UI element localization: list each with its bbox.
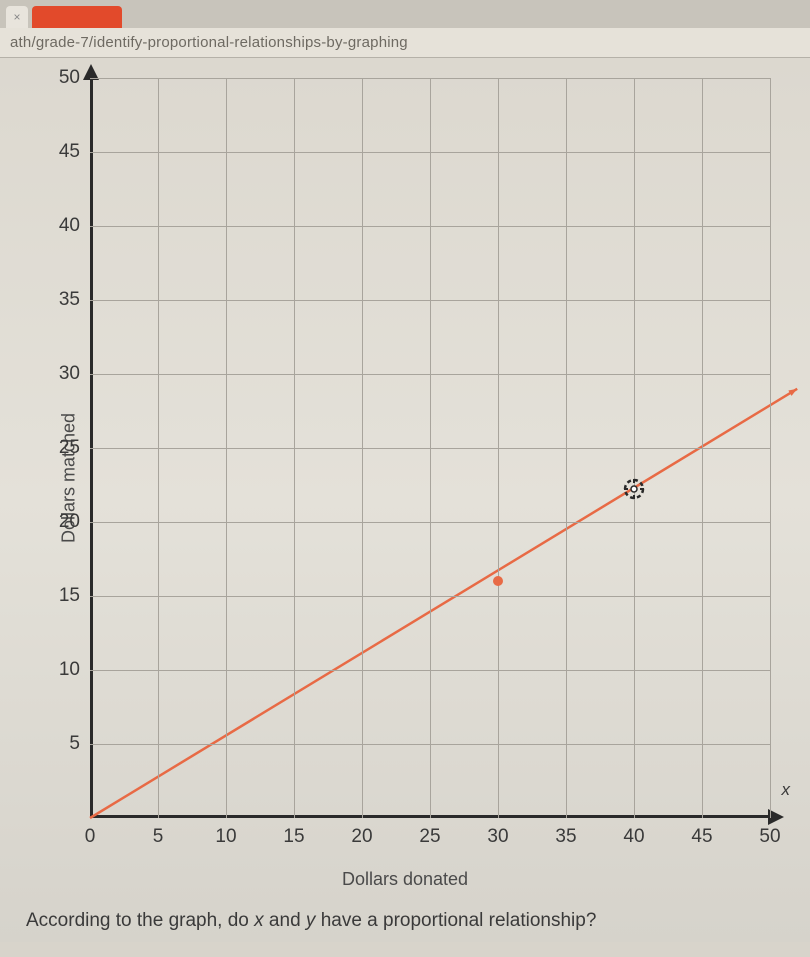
browser-tab-bar: × bbox=[0, 0, 810, 28]
plot-area: x 05101520253035404550510152025303540455… bbox=[90, 78, 770, 818]
x-axis-label: Dollars donated bbox=[342, 869, 468, 890]
grid-line-horizontal bbox=[90, 78, 770, 79]
x-tick-label: 0 bbox=[85, 826, 96, 848]
grid-line-horizontal bbox=[90, 670, 770, 671]
y-tick-label: 50 bbox=[59, 67, 80, 89]
x-tick-label: 15 bbox=[283, 826, 304, 848]
grid-line-horizontal bbox=[90, 522, 770, 523]
data-point bbox=[493, 576, 503, 586]
browser-tab-inactive[interactable]: × bbox=[6, 6, 28, 28]
y-tick-label: 10 bbox=[59, 659, 80, 681]
grid-line-vertical bbox=[770, 78, 771, 818]
chart-line bbox=[90, 389, 797, 818]
grid-line-horizontal bbox=[90, 226, 770, 227]
x-tick-label: 45 bbox=[691, 826, 712, 848]
y-tick-label: 5 bbox=[69, 733, 80, 755]
page-content: Dollars matched x 0510152025303540455051… bbox=[0, 58, 810, 942]
x-tick-label: 20 bbox=[351, 826, 372, 848]
browser-tab-active[interactable] bbox=[32, 6, 122, 28]
question-part: have a proportional relationship? bbox=[315, 910, 596, 931]
chart: Dollars matched x 0510152025303540455051… bbox=[10, 68, 800, 888]
x-tick-label: 40 bbox=[623, 826, 644, 848]
x-tick-label: 10 bbox=[215, 826, 236, 848]
close-icon: × bbox=[13, 10, 20, 24]
y-tick-label: 20 bbox=[59, 511, 80, 533]
y-tick-label: 30 bbox=[59, 363, 80, 385]
url-text: ath/grade-7/identify-proportional-relati… bbox=[10, 34, 408, 51]
x-tick-label: 50 bbox=[759, 826, 780, 848]
x-variable-label: x bbox=[782, 780, 791, 800]
x-tick-label: 25 bbox=[419, 826, 440, 848]
grid-line-horizontal bbox=[90, 374, 770, 375]
y-tick-label: 40 bbox=[59, 215, 80, 237]
question-text: According to the graph, do x and y have … bbox=[10, 888, 800, 932]
question-var-x: x bbox=[254, 910, 264, 931]
question-part: According to the graph, do bbox=[26, 910, 254, 931]
y-tick-label: 15 bbox=[59, 585, 80, 607]
url-bar[interactable]: ath/grade-7/identify-proportional-relati… bbox=[0, 28, 810, 58]
y-tick-label: 35 bbox=[59, 289, 80, 311]
x-tick-label: 30 bbox=[487, 826, 508, 848]
x-tick-label: 5 bbox=[153, 826, 164, 848]
grid-line-horizontal bbox=[90, 300, 770, 301]
grid-line-horizontal bbox=[90, 448, 770, 449]
grid-line-horizontal bbox=[90, 744, 770, 745]
question-part: and bbox=[264, 910, 306, 931]
grid-line-horizontal bbox=[90, 596, 770, 597]
x-tick-label: 35 bbox=[555, 826, 576, 848]
cursor-icon bbox=[621, 476, 647, 502]
y-tick-label: 25 bbox=[59, 437, 80, 459]
y-tick-label: 45 bbox=[59, 141, 80, 163]
question-var-y: y bbox=[306, 910, 316, 931]
grid-line-horizontal bbox=[90, 152, 770, 153]
